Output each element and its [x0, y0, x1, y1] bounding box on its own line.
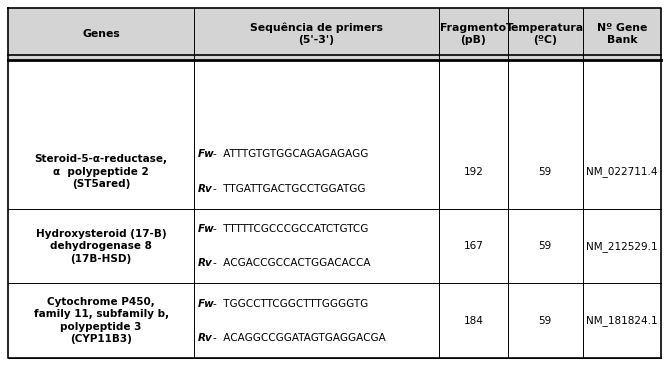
Text: Genes: Genes: [82, 29, 120, 39]
Text: Cytochrome P450,
family 11, subfamily b,
polypeptide 3
(CYP11B3): Cytochrome P450, family 11, subfamily b,…: [33, 297, 169, 344]
Text: NM_181824.1: NM_181824.1: [586, 315, 658, 326]
Text: -  TGGCCTTCGGCTTTGGGGTG: - TGGCCTTCGGCTTTGGGGTG: [213, 299, 368, 309]
Text: NM_212529.1: NM_212529.1: [586, 241, 658, 251]
Text: Hydroxysteroid (17-B)
dehydrogenase 8
(17B-HSD): Hydroxysteroid (17-B) dehydrogenase 8 (1…: [35, 229, 167, 264]
Text: 184: 184: [464, 316, 483, 326]
Text: Nº Gene
Bank: Nº Gene Bank: [597, 23, 647, 45]
Text: Fw: Fw: [198, 149, 215, 160]
Bar: [8, 134, 661, 209]
Bar: [8, 283, 661, 358]
Text: Steroid-5-α-reductase,
α  polypeptide 2
(ST5ared): Steroid-5-α-reductase, α polypeptide 2 (…: [35, 154, 167, 189]
Text: 167: 167: [464, 241, 483, 251]
Text: NM_022711.4: NM_022711.4: [586, 166, 658, 177]
Text: -  TTTTTCGCCCGCCATCTGTCG: - TTTTTCGCCCGCCATCTGTCG: [213, 224, 368, 234]
Text: Sequência de primers
(5'-3'): Sequência de primers (5'-3'): [250, 22, 383, 45]
Text: -  TTGATTGACTGCCTGGATGG: - TTGATTGACTGCCTGGATGG: [213, 184, 365, 194]
Text: 192: 192: [464, 167, 483, 177]
Bar: [8, 209, 661, 283]
Text: 59: 59: [539, 316, 552, 326]
Text: Fragmento
(pB): Fragmento (pB): [440, 23, 506, 45]
Text: -  ACGACCGCCACTGGACACCA: - ACGACCGCCACTGGACACCA: [213, 258, 371, 268]
Text: 59: 59: [539, 167, 552, 177]
Text: Temperatura
(ºC): Temperatura (ºC): [506, 23, 584, 45]
Text: -  ATTTGTGTGGCAGAGAGAGG: - ATTTGTGTGGCAGAGAGAGG: [213, 149, 368, 160]
Text: Rv: Rv: [198, 184, 213, 194]
Text: 59: 59: [539, 241, 552, 251]
Text: -  ACAGGCCGGATAGTGAGGACGA: - ACAGGCCGGATAGTGAGGACGA: [213, 333, 385, 343]
Bar: [8, 8, 661, 60]
Bar: [8, 60, 661, 134]
Text: Fw: Fw: [198, 224, 215, 234]
Text: Rv: Rv: [198, 333, 213, 343]
Text: Fw: Fw: [198, 299, 215, 309]
Text: Rv: Rv: [198, 258, 213, 268]
